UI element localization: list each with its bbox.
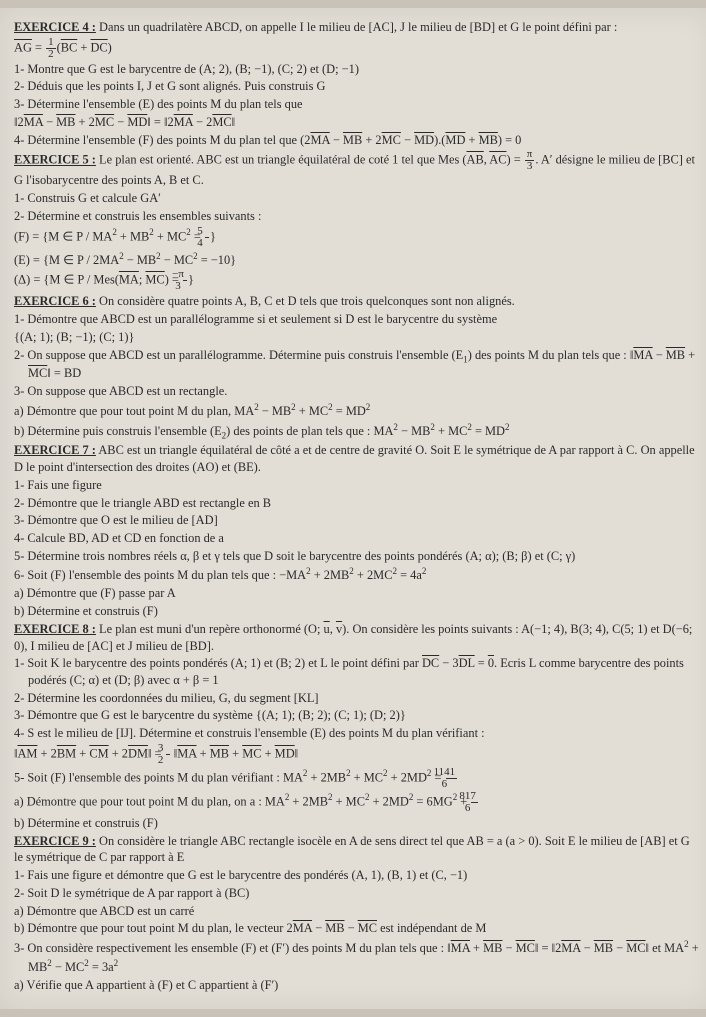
exercise-4-intro: Dans un quadrilatère ABCD, on appelle I … <box>99 20 617 34</box>
ex5-q2: 2- Détermine et construis les ensembles … <box>14 208 700 225</box>
exercise-6-header: EXERCICE 6 : On considère quatre points … <box>14 293 700 310</box>
ex5-E: (E) = {M ∈ P / 2MA2 − MB2 − MC2 = −10} <box>14 250 700 269</box>
ex7-q1: 1- Fais une figure <box>14 477 700 494</box>
exercise-6-intro: On considère quatre points A, B, C et D … <box>99 294 515 308</box>
ex8-q3: 3- Démontre que G est le barycentre du s… <box>14 707 700 724</box>
exercise-9-intro: On considère le triangle ABC rectangle i… <box>14 834 690 865</box>
ex8-q1: 1- Soit K le barycentre des points pondé… <box>14 655 700 688</box>
exercise-4-equation: AG = 12(BC + DC) <box>14 37 700 60</box>
ex8-q4b: ‖AM + 2BM + CM + 2DM‖ = 32 ‖MA + MB + MC… <box>14 743 700 766</box>
ex5-q1: 1- Construis G et calcule GA′ <box>14 190 700 207</box>
ex8-q4: 4- S est le milieu de [IJ]. Détermine et… <box>14 725 700 742</box>
exercise-8-title: EXERCICE 8 : <box>14 622 96 636</box>
worksheet-page: EXERCICE 4 : Dans un quadrilatère ABCD, … <box>0 8 706 1009</box>
ex4-q3-eq: ‖2MA − MB + 2MC − MD‖ = ‖2MA − 2MC‖ <box>14 114 700 131</box>
ex6-q3b: b) Détermine puis construis l'ensemble (… <box>14 421 700 442</box>
ex7-q3: 3- Démontre que O est le milieu de [AD] <box>14 512 700 529</box>
exercise-6-title: EXERCICE 6 : <box>14 294 96 308</box>
ex4-q3: 3- Détermine l'ensemble (E) des points M… <box>14 96 700 113</box>
ex9-q2b: b) Démontre que pour tout point M du pla… <box>14 920 700 937</box>
exercise-8-header: EXERCICE 8 : Le plan est muni d'un repèr… <box>14 621 700 654</box>
ex6-q3a: a) Démontre que pour tout point M du pla… <box>14 401 700 420</box>
ex7-q4: 4- Calcule BD, AD et CD en fonction de a <box>14 530 700 547</box>
ex7-q6: 6- Soit (F) l'ensemble des points M du p… <box>14 565 700 584</box>
exercise-4-title: EXERCICE 4 : <box>14 20 96 34</box>
ex6-q2: 2- On suppose que ABCD est un parallélog… <box>14 347 700 382</box>
ex7-q5: 5- Détermine trois nombres réels α, β et… <box>14 548 700 565</box>
exercise-4-header: EXERCICE 4 : Dans un quadrilatère ABCD, … <box>14 19 700 36</box>
ex6-q3: 3- On suppose que ABCD est un rectangle. <box>14 383 700 400</box>
exercise-9-title: EXERCICE 9 : <box>14 834 96 848</box>
ex9-q2a: a) Démontre que ABCD est un carré <box>14 903 700 920</box>
ex8-q5a: a) Démontre que pour tout point M du pla… <box>14 791 700 814</box>
ex7-q6b: b) Détermine et construis (F) <box>14 603 700 620</box>
exercise-7-intro: ABC est un triangle équilatéral de côté … <box>14 443 695 474</box>
ex6-q1: 1- Démontre que ABCD est un parallélogra… <box>14 311 700 328</box>
ex9-q2: 2- Soit D le symétrique de A par rapport… <box>14 885 700 902</box>
exercise-7-header: EXERCICE 7 : ABC est un triangle équilat… <box>14 442 700 475</box>
exercise-7-title: EXERCICE 7 : <box>14 443 96 457</box>
exercise-9-header: EXERCICE 9 : On considère le triangle AB… <box>14 833 700 866</box>
ex9-q3: 3- On considère respectivement les ensem… <box>14 938 700 976</box>
ex8-q5b: b) Détermine et construis (F) <box>14 815 700 832</box>
ex8-q2: 2- Détermine les coordonnées du milieu, … <box>14 690 700 707</box>
ex4-q1: 1- Montre que G est le barycentre de (A;… <box>14 61 700 78</box>
ex9-q1: 1- Fais une figure et démontre que G est… <box>14 867 700 884</box>
ex9-q3a: a) Vérifie que A appartient à (F) et C a… <box>14 977 700 994</box>
ex7-q6a: a) Démontre que (F) passe par A <box>14 585 700 602</box>
ex4-q2: 2- Déduis que les points I, J et G sont … <box>14 78 700 95</box>
ex5-D: (Δ) = {M ∈ P / Mes(MA; MC) = −π3} <box>14 269 700 292</box>
ex6-q1b: {(A; 1); (B; −1); (C; 1)} <box>14 329 700 346</box>
ex7-q2: 2- Démontre que le triangle ABD est rect… <box>14 495 700 512</box>
ex8-q5: 5- Soit (F) l'ensemble des points M du p… <box>14 767 700 790</box>
exercise-5-header: EXERCICE 5 : Le plan est orienté. ABC es… <box>14 149 700 189</box>
ex5-F: (F) = {M ∈ P / MA2 + MB2 + MC2 = 54} <box>14 226 700 249</box>
exercise-5-title: EXERCICE 5 : <box>14 153 96 167</box>
ex4-q4: 4- Détermine l'ensemble (F) des points M… <box>14 132 700 149</box>
